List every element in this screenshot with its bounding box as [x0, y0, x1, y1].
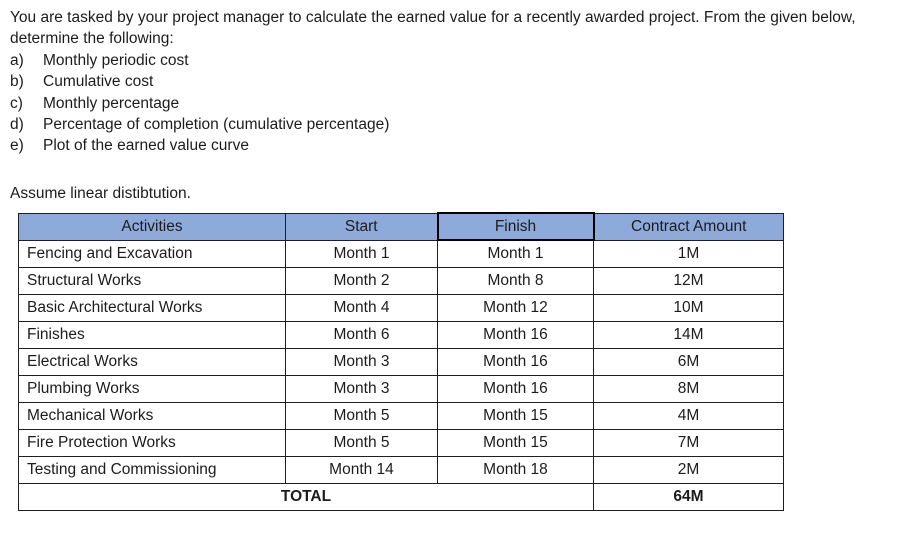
table-row: Mechanical Works Month 5 Month 15 4M	[18, 401, 784, 430]
header-cell-contract-amount: Contract Amount	[593, 212, 784, 241]
cell-finish: Month 16	[437, 347, 594, 376]
cell-start: Month 6	[285, 320, 438, 349]
cell-amount: 4M	[593, 401, 784, 430]
list-item-text: Monthly periodic cost	[43, 51, 189, 69]
assumption-note: Assume linear distibtution.	[10, 184, 191, 202]
list-item: a) Monthly periodic cost	[10, 50, 905, 71]
table-row: Finishes Month 6 Month 16 14M	[18, 320, 784, 349]
cell-start: Month 1	[285, 239, 438, 268]
list-item: e) Plot of the earned value curve	[10, 135, 905, 156]
cell-finish: Month 15	[437, 401, 594, 430]
cell-activity: Finishes	[18, 320, 286, 349]
cell-start: Month 4	[285, 293, 438, 322]
list-marker: c)	[10, 94, 23, 112]
cell-activity: Electrical Works	[18, 347, 286, 376]
cell-amount: 7M	[593, 428, 784, 457]
cell-amount: 1M	[593, 239, 784, 268]
cell-finish: Month 16	[437, 374, 594, 403]
table-header-row: Activities Start Finish Contract Amount	[18, 212, 784, 242]
total-label: TOTAL	[18, 482, 594, 511]
intro-paragraph: You are tasked by your project manager t…	[10, 9, 856, 48]
cell-amount: 12M	[593, 266, 784, 295]
activities-table: Activities Start Finish Contract Amount …	[18, 212, 784, 511]
list-item-text: Monthly percentage	[43, 94, 180, 112]
table-row: Basic Architectural Works Month 4 Month …	[18, 293, 784, 322]
cell-activity: Basic Architectural Works	[18, 293, 286, 322]
requirements-list: a) Monthly periodic cost b) Cumulative c…	[10, 50, 905, 157]
cell-finish: Month 1	[437, 239, 594, 268]
list-marker: b)	[10, 73, 24, 91]
cell-start: Month 3	[285, 374, 438, 403]
header-cell-activities: Activities	[18, 212, 286, 241]
cell-amount: 14M	[593, 320, 784, 349]
cell-start: Month 2	[285, 266, 438, 295]
table-row: Fencing and Excavation Month 1 Month 1 1…	[18, 239, 784, 268]
cell-start: Month 3	[285, 347, 438, 376]
cell-finish: Month 8	[437, 266, 594, 295]
cell-activity: Fire Protection Works	[18, 428, 286, 457]
document-page: You are tasked by your project manager t…	[10, 9, 905, 511]
list-item-text: Plot of the earned value curve	[43, 137, 249, 155]
cell-start: Month 14	[285, 455, 438, 484]
table-row: Structural Works Month 2 Month 8 12M	[18, 266, 784, 295]
table-row: Fire Protection Works Month 5 Month 15 7…	[18, 428, 784, 457]
table-row: Plumbing Works Month 3 Month 16 8M	[18, 374, 784, 403]
cell-amount: 2M	[593, 455, 784, 484]
cell-finish: Month 12	[437, 293, 594, 322]
cell-activity: Plumbing Works	[18, 374, 286, 403]
list-item-text: Percentage of completion (cumulative per…	[43, 116, 390, 134]
cell-start: Month 5	[285, 401, 438, 430]
list-marker: a)	[10, 51, 24, 69]
cell-amount: 8M	[593, 374, 784, 403]
cell-amount: 6M	[593, 347, 784, 376]
cell-finish: Month 16	[437, 320, 594, 349]
cell-start: Month 5	[285, 428, 438, 457]
cell-activity: Fencing and Excavation	[18, 239, 286, 268]
list-item: c) Monthly percentage	[10, 93, 905, 114]
header-cell-finish: Finish	[436, 212, 595, 242]
list-item: b) Cumulative cost	[10, 71, 905, 92]
cell-activity: Mechanical Works	[18, 401, 286, 430]
total-amount: 64M	[593, 482, 784, 511]
table-total-row: TOTAL 64M	[18, 482, 784, 511]
list-marker: d)	[10, 116, 24, 134]
header-cell-start: Start	[285, 212, 438, 241]
cell-activity: Testing and Commissioning	[18, 455, 286, 484]
cell-finish: Month 18	[437, 455, 594, 484]
cell-amount: 10M	[593, 293, 784, 322]
table-row: Testing and Commissioning Month 14 Month…	[18, 455, 784, 484]
list-item: d) Percentage of completion (cumulative …	[10, 114, 905, 135]
list-marker: e)	[10, 137, 24, 155]
table-row: Electrical Works Month 3 Month 16 6M	[18, 347, 784, 376]
list-item-text: Cumulative cost	[43, 73, 154, 91]
cell-finish: Month 15	[437, 428, 594, 457]
cell-activity: Structural Works	[18, 266, 286, 295]
